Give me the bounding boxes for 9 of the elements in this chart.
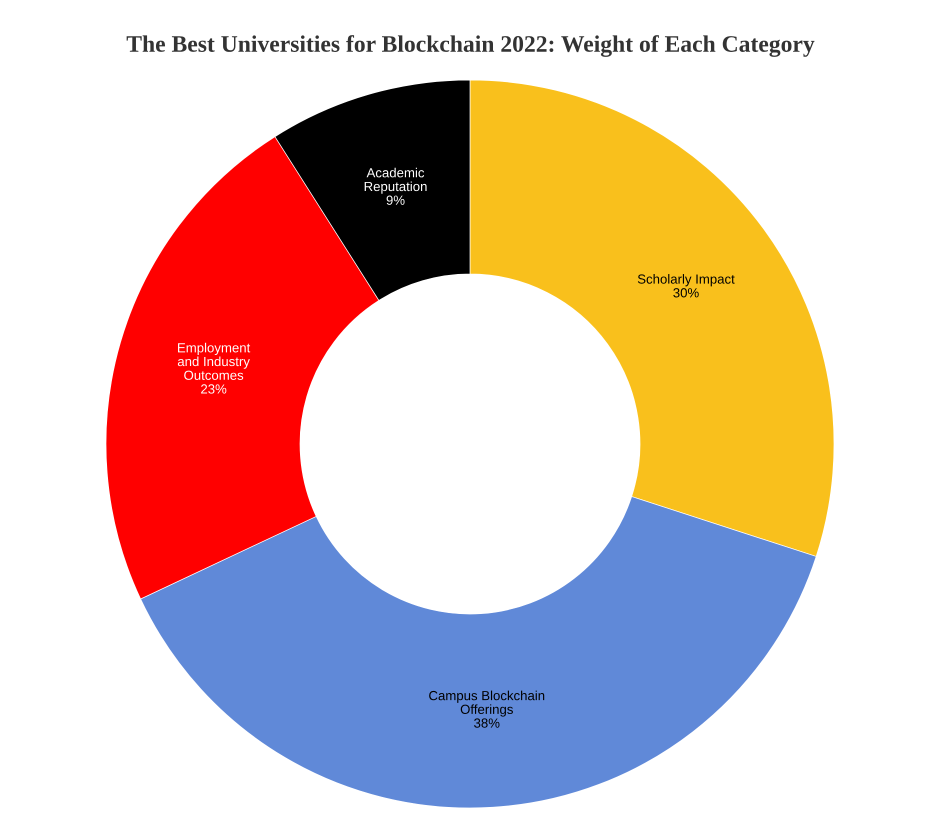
- slice-label: Academic Reputation: [364, 168, 427, 194]
- chart-title: The Best Universities for Blockchain 2022: Weight of Each Category: [126, 35, 814, 57]
- data-label: 38%: [474, 718, 500, 728]
- slice-label: Employment and Industry Outcomes: [178, 342, 250, 380]
- slice-label: Campus Blockchain Offerings: [429, 690, 544, 717]
- data-label: 23%: [201, 384, 226, 394]
- data-label: 9%: [386, 196, 405, 205]
- data-label: 30%: [673, 288, 699, 298]
- slice-label: Scholarly Impact: [638, 274, 735, 286]
